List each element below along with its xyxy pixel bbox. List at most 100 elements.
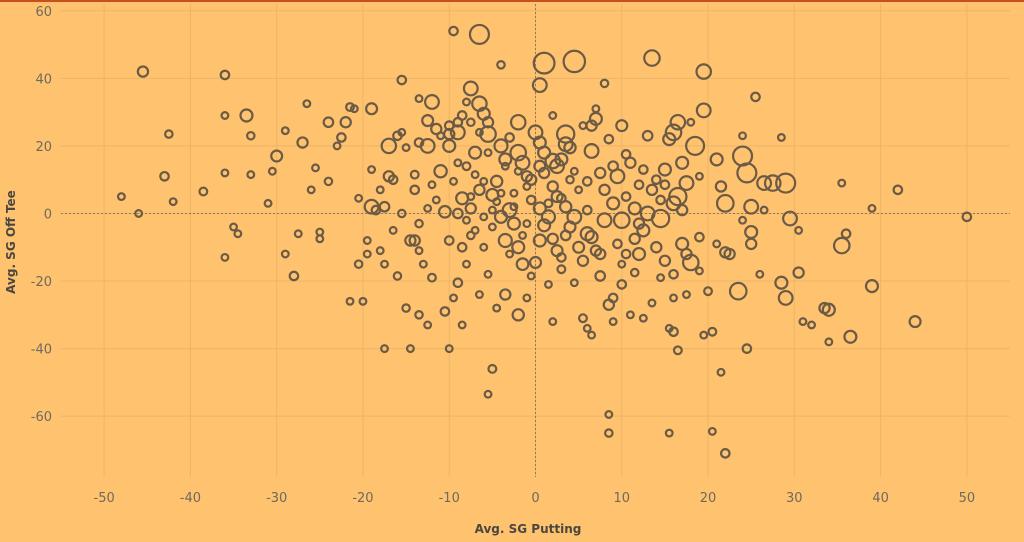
data-point bbox=[714, 180, 728, 193]
data-point bbox=[554, 152, 569, 167]
data-point bbox=[583, 143, 600, 159]
data-point bbox=[452, 277, 464, 289]
data-point bbox=[556, 252, 567, 263]
data-point bbox=[456, 241, 468, 253]
data-point bbox=[625, 310, 635, 320]
data-point bbox=[638, 313, 648, 323]
data-point bbox=[699, 330, 709, 340]
data-point bbox=[489, 174, 504, 189]
data-point bbox=[239, 108, 254, 123]
data-point bbox=[548, 317, 558, 327]
data-point bbox=[397, 127, 407, 137]
data-point bbox=[433, 163, 448, 179]
data-point bbox=[136, 65, 150, 78]
y-axis-ticks: -60 -40 -20 0 20 40 60 bbox=[31, 5, 52, 425]
data-point bbox=[603, 133, 615, 145]
y-tick-label: 0 bbox=[44, 207, 52, 222]
data-point bbox=[594, 166, 607, 180]
data-point bbox=[336, 132, 347, 143]
data-point bbox=[565, 174, 575, 185]
data-point bbox=[668, 186, 688, 207]
data-point bbox=[563, 140, 577, 155]
data-point bbox=[483, 269, 493, 279]
data-point bbox=[867, 203, 877, 213]
data-point bbox=[501, 202, 518, 219]
top-accent-line bbox=[0, 0, 1024, 2]
data-point bbox=[599, 78, 610, 89]
x-tick-label: -30 bbox=[266, 491, 287, 506]
data-point bbox=[414, 246, 424, 256]
data-point bbox=[668, 268, 679, 280]
data-point bbox=[675, 203, 689, 217]
data-point bbox=[438, 204, 452, 219]
data-point bbox=[657, 162, 672, 177]
data-point bbox=[594, 270, 607, 282]
data-point bbox=[647, 298, 657, 308]
y-tick-label: 40 bbox=[35, 72, 52, 87]
data-point bbox=[566, 208, 583, 225]
data-point bbox=[794, 225, 804, 235]
data-point bbox=[134, 209, 144, 218]
data-point bbox=[396, 208, 407, 219]
data-point bbox=[404, 234, 417, 247]
x-tick-label: -50 bbox=[94, 491, 115, 506]
data-point bbox=[401, 303, 411, 313]
data-point bbox=[455, 191, 470, 206]
data-point bbox=[220, 252, 230, 262]
data-point bbox=[655, 194, 666, 206]
data-point bbox=[164, 129, 174, 139]
data-point bbox=[380, 137, 398, 155]
data-point bbox=[596, 212, 613, 229]
data-point bbox=[694, 231, 705, 243]
data-point bbox=[449, 176, 458, 186]
data-point bbox=[220, 168, 230, 178]
data-point bbox=[558, 199, 573, 214]
data-point bbox=[531, 77, 548, 94]
y-tick-label: -60 bbox=[31, 410, 52, 425]
data-point bbox=[431, 195, 441, 205]
data-point bbox=[628, 232, 641, 246]
data-point bbox=[375, 246, 385, 256]
data-point bbox=[728, 281, 748, 301]
x-tick-label: 0 bbox=[531, 491, 539, 506]
data-point bbox=[388, 225, 398, 235]
data-point bbox=[263, 198, 273, 208]
data-point bbox=[577, 313, 588, 324]
data-point bbox=[633, 179, 645, 191]
data-point bbox=[821, 302, 836, 317]
data-point bbox=[807, 320, 817, 330]
data-point bbox=[840, 228, 852, 240]
data-point bbox=[362, 236, 372, 245]
data-point bbox=[638, 164, 649, 175]
data-point bbox=[659, 179, 671, 191]
data-point bbox=[569, 278, 579, 288]
x-tick-label: 30 bbox=[786, 491, 803, 506]
data-point bbox=[426, 272, 437, 283]
data-point bbox=[493, 209, 509, 224]
data-point bbox=[506, 216, 522, 231]
data-point bbox=[594, 247, 607, 261]
data-point bbox=[602, 298, 616, 311]
data-point bbox=[487, 205, 497, 215]
data-point bbox=[464, 202, 477, 215]
data-point bbox=[664, 123, 683, 142]
data-point bbox=[843, 329, 858, 344]
data-point bbox=[220, 111, 230, 120]
data-point bbox=[650, 241, 663, 254]
data-point bbox=[405, 344, 415, 354]
data-point bbox=[522, 293, 532, 303]
data-point bbox=[479, 176, 489, 186]
data-point bbox=[581, 176, 593, 187]
data-point bbox=[246, 170, 256, 180]
data-point bbox=[678, 175, 695, 192]
data-point bbox=[639, 205, 656, 222]
data-point bbox=[462, 80, 479, 97]
data-point bbox=[738, 131, 748, 141]
data-point bbox=[322, 116, 335, 129]
data-point bbox=[423, 203, 433, 213]
data-point bbox=[233, 229, 243, 239]
data-point bbox=[591, 104, 601, 114]
data-point bbox=[908, 315, 922, 329]
data-point bbox=[293, 229, 303, 239]
